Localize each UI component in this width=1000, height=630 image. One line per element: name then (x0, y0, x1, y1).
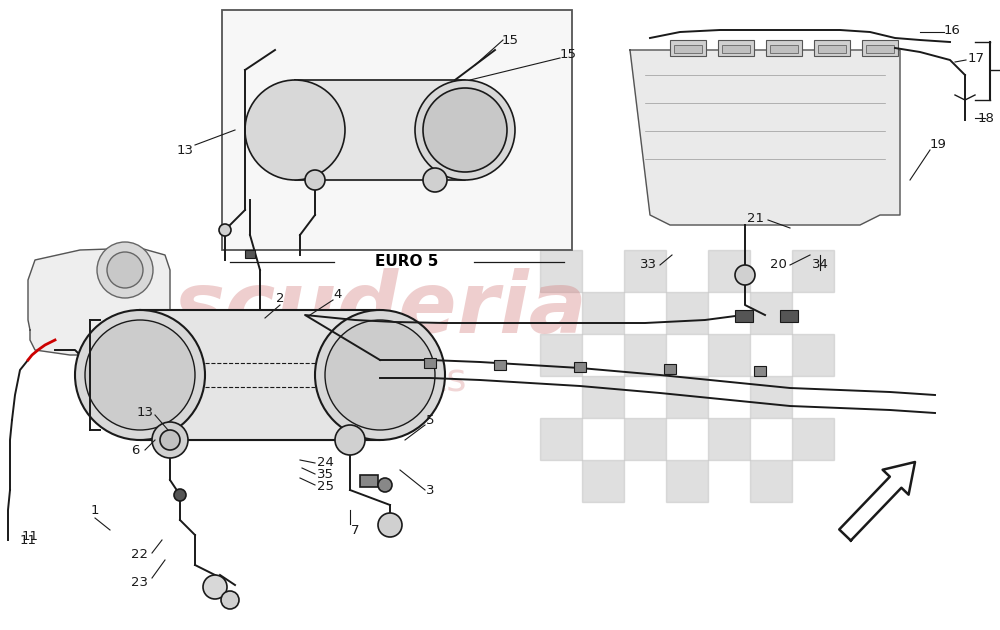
Circle shape (75, 310, 205, 440)
Bar (750, 376, 792, 418)
Text: car parts: car parts (293, 361, 467, 399)
Text: 13: 13 (136, 406, 154, 420)
Bar (708, 334, 750, 376)
Circle shape (245, 80, 345, 180)
Circle shape (735, 265, 755, 285)
Circle shape (423, 88, 507, 172)
Polygon shape (28, 248, 170, 355)
Circle shape (97, 242, 153, 298)
Bar (245, 250, 255, 258)
Circle shape (219, 224, 231, 236)
Bar (222, 10, 572, 250)
Text: 35: 35 (316, 469, 334, 481)
Bar (780, 310, 798, 322)
Bar (574, 362, 586, 372)
Text: 2: 2 (276, 292, 284, 304)
Bar (540, 250, 582, 292)
Circle shape (85, 320, 195, 430)
Bar (666, 376, 708, 418)
Circle shape (415, 80, 515, 180)
Text: 15: 15 (560, 49, 576, 62)
Bar (666, 460, 708, 502)
Text: 13: 13 (176, 144, 194, 156)
Text: 21: 21 (746, 212, 764, 224)
Bar (750, 460, 792, 502)
Bar (494, 360, 506, 370)
Text: 20: 20 (770, 258, 786, 272)
Bar (582, 376, 624, 418)
Circle shape (378, 478, 392, 492)
Bar (866, 45, 894, 53)
Text: 7: 7 (351, 524, 359, 537)
Circle shape (378, 513, 402, 537)
Text: 4: 4 (334, 289, 342, 302)
Circle shape (335, 425, 365, 455)
Bar (664, 364, 676, 374)
Circle shape (160, 430, 180, 450)
Bar (624, 250, 666, 292)
Bar (814, 40, 850, 56)
Text: 11: 11 (20, 534, 37, 546)
Circle shape (423, 168, 447, 192)
Circle shape (315, 310, 445, 440)
Bar (792, 334, 834, 376)
Bar (674, 45, 702, 53)
Bar (862, 40, 898, 56)
Polygon shape (140, 310, 380, 440)
Text: 23: 23 (132, 576, 148, 590)
Circle shape (221, 591, 239, 609)
Text: 15: 15 (502, 33, 518, 47)
Bar (792, 418, 834, 460)
Bar (750, 292, 792, 334)
Circle shape (152, 422, 188, 458)
Bar (360, 475, 378, 487)
Circle shape (174, 489, 186, 501)
Text: 16: 16 (944, 23, 960, 37)
Circle shape (305, 170, 325, 190)
Text: 34: 34 (812, 258, 828, 272)
Text: 6: 6 (131, 444, 139, 457)
Text: 25: 25 (316, 481, 334, 493)
Bar (582, 292, 624, 334)
Text: 3: 3 (426, 483, 434, 496)
Bar (754, 366, 766, 376)
Bar (540, 418, 582, 460)
Polygon shape (839, 462, 915, 541)
Text: 22: 22 (132, 549, 148, 561)
Bar (424, 358, 436, 368)
Bar (624, 334, 666, 376)
Text: 5: 5 (426, 413, 434, 427)
Bar (624, 418, 666, 460)
Bar (582, 460, 624, 502)
Text: 19: 19 (930, 139, 946, 151)
Bar (670, 40, 706, 56)
Text: 17: 17 (968, 52, 985, 64)
Circle shape (107, 252, 143, 288)
Polygon shape (630, 50, 900, 225)
Text: 11: 11 (22, 529, 39, 542)
Circle shape (325, 320, 435, 430)
Bar (818, 45, 846, 53)
Bar (735, 310, 753, 322)
Text: EURO 5: EURO 5 (375, 255, 439, 270)
Circle shape (203, 575, 227, 599)
Bar (718, 40, 754, 56)
Text: scuderia: scuderia (173, 268, 587, 352)
Bar (770, 45, 798, 53)
Polygon shape (295, 80, 465, 180)
Bar (722, 45, 750, 53)
Text: 18: 18 (978, 112, 995, 125)
Text: 24: 24 (317, 457, 333, 469)
Bar (708, 418, 750, 460)
Text: 1: 1 (91, 503, 99, 517)
Bar (792, 250, 834, 292)
Bar (540, 334, 582, 376)
Text: 33: 33 (640, 258, 656, 272)
Bar (708, 250, 750, 292)
Bar (666, 292, 708, 334)
Bar (766, 40, 802, 56)
